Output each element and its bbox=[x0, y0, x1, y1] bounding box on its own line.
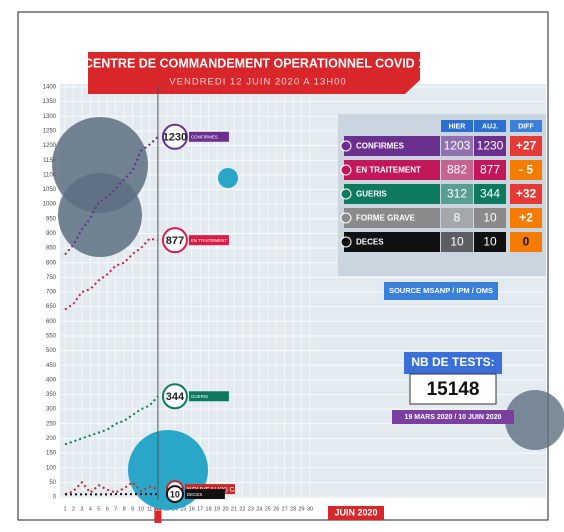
y-tick-label: 1250 bbox=[43, 129, 57, 135]
row-label: CONFIRMES bbox=[356, 142, 405, 151]
x-tick-label: 30 bbox=[307, 506, 313, 512]
y-tick-label: 100 bbox=[46, 465, 57, 471]
y-tick-label: 600 bbox=[46, 319, 57, 325]
y-tick-label: 700 bbox=[46, 290, 57, 296]
row-label: EN TRAITEMENT bbox=[356, 166, 421, 175]
x-tick-label: 24 bbox=[256, 506, 262, 512]
y-tick-label: 1300 bbox=[43, 114, 57, 120]
cell-value: 312 bbox=[447, 187, 467, 201]
row-label: GUERIS bbox=[356, 190, 387, 199]
cell-value: 877 bbox=[480, 163, 500, 177]
tests-period: 19 MARS 2020 / 10 JUIN 2020 bbox=[405, 414, 502, 421]
y-tick-label: 1350 bbox=[43, 99, 57, 105]
y-tick-label: 450 bbox=[46, 363, 57, 369]
row-dot bbox=[341, 141, 351, 151]
x-tick-label: 25 bbox=[265, 506, 271, 512]
y-tick-label: 200 bbox=[46, 436, 57, 442]
y-tick-label: 150 bbox=[46, 451, 57, 457]
y-tick-label: 1000 bbox=[43, 202, 57, 208]
y-tick-label: 850 bbox=[46, 246, 57, 252]
callout-name: DECES bbox=[187, 492, 203, 497]
column-header: HIER bbox=[449, 123, 466, 130]
x-tick-label: 23 bbox=[248, 506, 254, 512]
callout-name: CONFIRMES bbox=[191, 134, 218, 139]
callout-value: 10 bbox=[170, 489, 180, 499]
tests-title: NB DE TESTS: bbox=[411, 355, 494, 369]
x-tick-label: 11 bbox=[147, 506, 153, 512]
y-tick-label: 950 bbox=[46, 216, 57, 222]
y-tick-label: 900 bbox=[46, 231, 57, 237]
row-dot bbox=[341, 213, 351, 223]
x-tick-label: 1 bbox=[63, 506, 66, 512]
y-tick-label: 1400 bbox=[43, 85, 57, 91]
y-tick-label: 300 bbox=[46, 407, 57, 413]
column-header: DIFF bbox=[518, 123, 534, 130]
callout-value: 877 bbox=[166, 235, 184, 247]
cell-value: 8 bbox=[454, 211, 461, 225]
x-tick-label: 6 bbox=[106, 506, 109, 512]
x-tick-label: 10 bbox=[138, 506, 144, 512]
row-label: FORME GRAVE bbox=[356, 214, 416, 223]
virus-deco bbox=[218, 168, 238, 188]
cell-value: 882 bbox=[447, 163, 467, 177]
diff-value: +2 bbox=[519, 211, 533, 225]
y-tick-label: 250 bbox=[46, 421, 57, 427]
diff-value: - 5 bbox=[519, 163, 533, 177]
x-tick-label: 4 bbox=[89, 506, 92, 512]
x-tick-label: 17 bbox=[197, 506, 203, 512]
x-tick-label: 9 bbox=[131, 506, 134, 512]
y-tick-label: 1050 bbox=[43, 187, 57, 193]
x-tick-label: 21 bbox=[231, 506, 237, 512]
cell-value: 10 bbox=[483, 235, 497, 249]
y-tick-label: 750 bbox=[46, 275, 57, 281]
callout-value: 344 bbox=[166, 391, 185, 403]
x-tick-label: 19 bbox=[214, 506, 220, 512]
y-tick-label: 350 bbox=[46, 392, 57, 398]
x-tick-label: 18 bbox=[206, 506, 212, 512]
callout-name: GUERIS bbox=[191, 394, 208, 399]
tests-value: 15148 bbox=[427, 379, 480, 400]
x-tick-label: 29 bbox=[298, 506, 304, 512]
cell-value: 1230 bbox=[477, 139, 504, 153]
y-tick-label: 1200 bbox=[43, 143, 57, 149]
x-tick-label: 27 bbox=[282, 506, 288, 512]
callout-name: EN TRAITEMENT bbox=[191, 238, 227, 243]
subtitle: VENDREDI 12 JUIN 2020 A 13H00 bbox=[169, 77, 346, 88]
y-tick-label: 400 bbox=[46, 377, 57, 383]
row-dot bbox=[341, 237, 351, 247]
x-tick-label: 22 bbox=[239, 506, 245, 512]
cell-value: 10 bbox=[450, 235, 464, 249]
x-tick-label: 5 bbox=[97, 506, 100, 512]
cell-value: 10 bbox=[483, 211, 497, 225]
diff-value: +27 bbox=[516, 139, 537, 153]
x-axis-label: JUIN 2020 bbox=[334, 507, 377, 517]
title: CENTRE DE COMMANDEMENT OPERATIONNEL COVI… bbox=[84, 56, 432, 70]
y-tick-label: 650 bbox=[46, 304, 57, 310]
y-tick-label: 550 bbox=[46, 334, 57, 340]
x-tick-label: 7 bbox=[114, 506, 117, 512]
x-tick-label: 26 bbox=[273, 506, 279, 512]
x-tick-label: 8 bbox=[123, 506, 126, 512]
callout-value: 1230 bbox=[163, 132, 187, 144]
x-tick-label: 16 bbox=[189, 506, 195, 512]
dashboard: 0 50 100 150 200 250 300 350 400 450 500 550 600 650 7… bbox=[0, 0, 564, 527]
y-tick-label: 50 bbox=[49, 480, 56, 486]
row-dot bbox=[341, 189, 351, 199]
source: SOURCE MSANP / IPM / OMS bbox=[389, 286, 493, 295]
diff-value: 0 bbox=[523, 235, 530, 249]
column-header: AUJ. bbox=[482, 123, 498, 130]
row-dot bbox=[341, 165, 351, 175]
y-tick-label: 800 bbox=[46, 260, 57, 266]
x-tick-label: 20 bbox=[222, 506, 228, 512]
virus-deco bbox=[58, 173, 142, 257]
x-tick-label: 3 bbox=[80, 506, 83, 512]
x-tick-label: 2 bbox=[72, 506, 75, 512]
x-tick-label: 28 bbox=[290, 506, 296, 512]
row-label: DECES bbox=[356, 238, 384, 247]
y-tick-label: 500 bbox=[46, 348, 57, 354]
cell-value: 344 bbox=[480, 187, 500, 201]
cell-value: 1203 bbox=[444, 139, 471, 153]
diff-value: +32 bbox=[516, 187, 537, 201]
